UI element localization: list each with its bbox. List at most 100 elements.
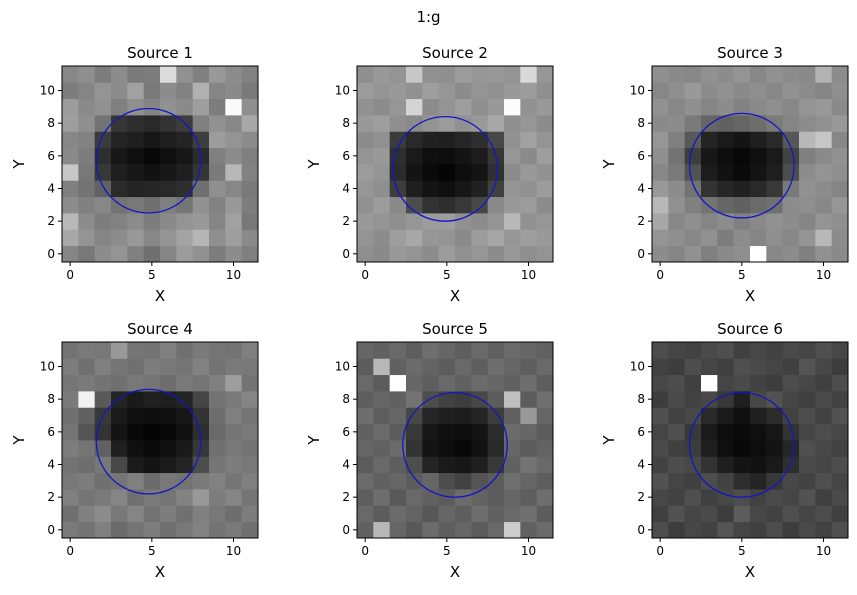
heatmap-cell: [357, 521, 374, 539]
heatmap-cell: [389, 115, 407, 132]
heatmap-cell: [652, 147, 669, 165]
heatmap-cell: [750, 391, 767, 408]
heatmap-cell: [111, 115, 128, 132]
heatmap-cell: [373, 180, 391, 198]
heatmap-cell: [406, 521, 423, 539]
heatmap-cell: [225, 423, 243, 441]
heatmap-cell: [111, 505, 128, 523]
heatmap-cell: [782, 472, 800, 490]
heatmap-cell: [520, 440, 538, 457]
heatmap-cell: [225, 98, 243, 116]
heatmap-cell: [520, 98, 538, 116]
y-tick-label: 10: [40, 360, 55, 374]
heatmap-cell: [422, 472, 440, 490]
heatmap-cell: [241, 489, 259, 506]
heatmap-cell: [176, 147, 194, 165]
heatmap-cell: [799, 342, 816, 359]
heatmap-cell: [241, 147, 259, 165]
heatmap-cell: [78, 374, 96, 392]
heatmap-cell: [536, 391, 554, 408]
heatmap-cell: [520, 213, 538, 230]
heatmap-cell: [536, 374, 554, 392]
heatmap-cell: [684, 98, 702, 116]
heatmap-cell: [652, 196, 669, 214]
heatmap-cell: [668, 245, 686, 263]
heatmap-cell: [357, 245, 374, 263]
heatmap-cell: [536, 147, 554, 165]
heatmap-cell: [225, 505, 243, 523]
heatmap-cell: [127, 245, 145, 263]
heatmap-cell: [422, 229, 440, 247]
heatmap-cell: [782, 66, 800, 83]
aperture-circle: [402, 391, 508, 498]
heatmap-cell: [684, 164, 702, 181]
heatmap-cell: [111, 407, 128, 425]
heatmap-cell: [487, 66, 505, 83]
heatmap-cell: [209, 521, 226, 539]
aperture-circle: [688, 391, 795, 498]
heatmap-cell: [78, 342, 96, 359]
heatmap-cell: [487, 98, 505, 116]
heatmap-cell: [225, 489, 243, 506]
heatmap-cell: [701, 98, 718, 116]
x-axis-label: X: [155, 287, 165, 305]
heatmap-cell: [799, 213, 816, 230]
heatmap-cell: [782, 440, 800, 457]
heatmap-cell: [78, 245, 96, 263]
heatmap-cell: [94, 66, 112, 83]
heatmap-cell: [373, 407, 391, 425]
heatmap-cell: [766, 98, 784, 116]
heatmap-cells: [357, 66, 554, 263]
heatmap-cell: [717, 213, 735, 230]
heatmap-cell: [831, 358, 849, 376]
aperture-circle: [392, 115, 499, 222]
heatmap-cell: [373, 489, 391, 506]
aperture-circle: [95, 388, 202, 495]
heatmap-cell: [504, 521, 521, 539]
heatmap-cell: [406, 147, 423, 165]
heatmap-cell: [62, 342, 79, 359]
heatmap-cell: [733, 391, 751, 408]
heatmap-cell: [733, 342, 751, 359]
heatmap-cell: [406, 407, 423, 425]
heatmap-cell: [733, 66, 751, 83]
heatmap-cell: [176, 489, 194, 506]
heatmap-cell: [668, 505, 686, 523]
heatmap-cell: [160, 196, 177, 214]
heatmap-cell: [701, 472, 718, 490]
heatmap-cell: [225, 374, 243, 392]
heatmap-cell: [160, 374, 177, 392]
heatmap-cell: [62, 196, 79, 214]
heatmap-cell: [684, 213, 702, 230]
heatmap-cell: [815, 456, 833, 474]
heatmap-cell: [455, 180, 472, 198]
heatmap-cell: [733, 407, 751, 425]
heatmap-cell: [487, 213, 505, 230]
heatmap-cell: [504, 456, 521, 474]
heatmap-cell: [160, 164, 177, 181]
y-axis-label: Y: [10, 159, 28, 170]
heatmap-cell: [520, 147, 538, 165]
heatmap-cell: [831, 391, 849, 408]
heatmap-cell: [717, 489, 735, 506]
heatmap-cell: [455, 342, 472, 359]
heatmap-cell: [127, 82, 145, 100]
heatmap-cell: [668, 423, 686, 441]
heatmap-cell: [504, 505, 521, 523]
heatmap-cell: [750, 423, 767, 441]
heatmap-cell: [127, 213, 145, 230]
x-tick-label: 5: [443, 544, 451, 558]
x-axis-label: X: [745, 563, 755, 581]
heatmap-cell: [127, 456, 145, 474]
heatmap-cell: [455, 196, 472, 214]
subplot-6: 0 5 10 0 2 4 6 8 10 Source 6 X Y: [600, 320, 849, 581]
y-tick-label: 8: [637, 392, 645, 406]
y-tick-label: 0: [637, 247, 645, 261]
heatmap-cell: [701, 521, 718, 539]
heatmap-cell: [422, 374, 440, 392]
heatmap-cell: [406, 440, 423, 457]
heatmap-cell: [357, 472, 374, 490]
heatmap-cell: [406, 374, 423, 392]
heatmap-cell: [487, 196, 505, 214]
heatmap-cell: [831, 440, 849, 457]
